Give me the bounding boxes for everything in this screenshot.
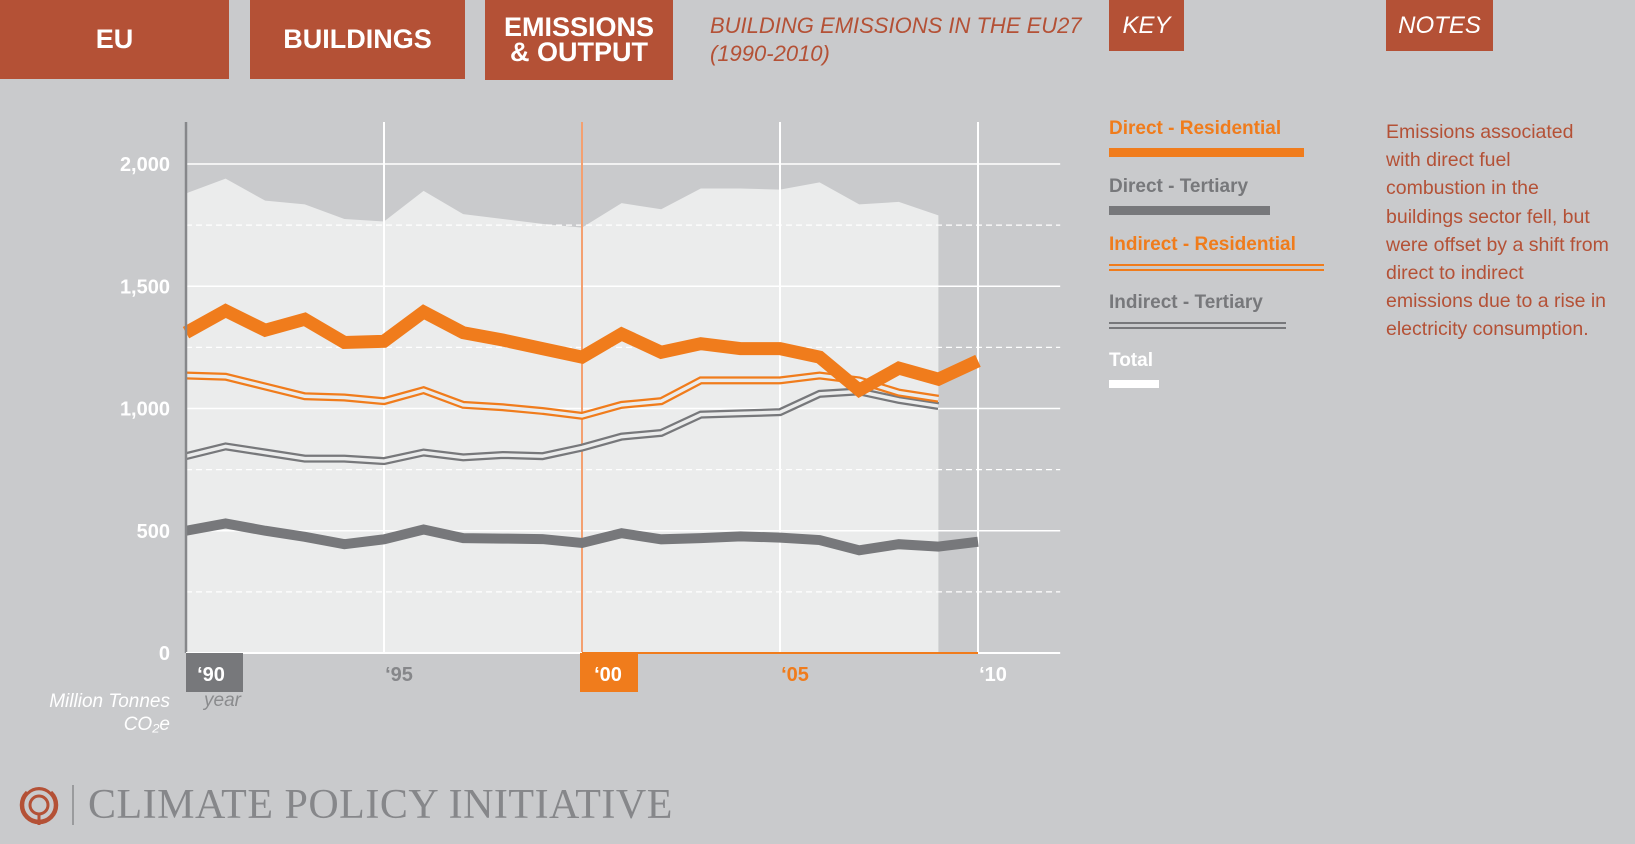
legend-label: Direct - Residential <box>1109 118 1282 139</box>
y-tick-label: 2,000 <box>120 154 170 176</box>
y-axis-unit-label: Million Tonnes CO₂e <box>49 691 170 735</box>
tab-emissions-output-label: EMISSIONS & OUTPUT <box>503 12 655 67</box>
legend-swatch <box>1109 148 1304 157</box>
x-tick-badge <box>186 653 243 692</box>
logo-separator <box>72 785 74 825</box>
tab-eu[interactable]: EU <box>0 0 229 79</box>
x-tick-label: ‘00 <box>594 664 622 686</box>
legend-item-direct-tertiary: Direct - Tertiary <box>1109 176 1270 215</box>
y-tick-label: 0 <box>159 643 170 665</box>
tab-eu-label: EU <box>95 24 134 54</box>
notes-text: Emissions associated with direct fuel co… <box>1386 121 1609 341</box>
tab-buildings[interactable]: BUILDINGS <box>250 0 465 79</box>
legend-item-indirect-tertiary: Indirect - Tertiary <box>1109 292 1286 329</box>
series-line-direct-tertiary <box>185 518 979 556</box>
series-line-gap-indirect-residential <box>185 373 939 418</box>
y-tick-label: 500 <box>137 521 170 543</box>
legend-item-total: Total <box>1109 350 1159 388</box>
x-tick-label: ‘95 <box>385 664 413 686</box>
climate-policy-initiative-logo: CLIMATE POLICY INITIATIVE <box>18 780 673 830</box>
y-tick-label: 1,500 <box>120 276 170 298</box>
tab-emissions-output[interactable]: EMISSIONS & OUTPUT <box>485 0 673 80</box>
x-tick-label: ‘90 <box>197 664 225 686</box>
brand-name: CLIMATE POLICY INITIATIVE <box>88 782 673 828</box>
legend-swatch <box>1109 264 1324 271</box>
legend-label: Indirect - Tertiary <box>1109 292 1263 313</box>
y-tick-label: 1,000 <box>120 399 170 421</box>
page-title: BUILDING EMISSIONS IN THE EU27 (1990-201… <box>710 13 1082 66</box>
x-tick-label: ‘10 <box>979 664 1007 686</box>
tab-buildings-label: BUILDINGS <box>283 24 432 54</box>
legend-swatch <box>1109 206 1270 215</box>
notes-header-text: NOTES <box>1398 11 1481 39</box>
cpi-logo-icon <box>19 784 59 825</box>
legend-swatch <box>1109 380 1159 388</box>
series-line-direct-residential <box>182 303 981 399</box>
legend-item-indirect-residential: Indirect - Residential <box>1109 234 1324 271</box>
x-axis-title: year <box>204 690 241 711</box>
x-tick-badge <box>580 653 638 692</box>
legend-swatch <box>1109 322 1286 329</box>
key-header: KEY <box>1109 0 1184 51</box>
series-line-gap-indirect-tertiary <box>185 389 939 463</box>
notes-header: KEY NOTES <box>1386 0 1493 51</box>
key-header-label: KEY <box>1122 11 1171 39</box>
legend-label: Indirect - Residential <box>1109 234 1296 255</box>
legend-label: Direct - Tertiary <box>1109 176 1249 197</box>
legend-item-direct-residential: Direct - Residential <box>1109 118 1304 157</box>
x-tick-label: ‘05 <box>781 664 809 686</box>
legend-label: Total <box>1109 350 1153 371</box>
